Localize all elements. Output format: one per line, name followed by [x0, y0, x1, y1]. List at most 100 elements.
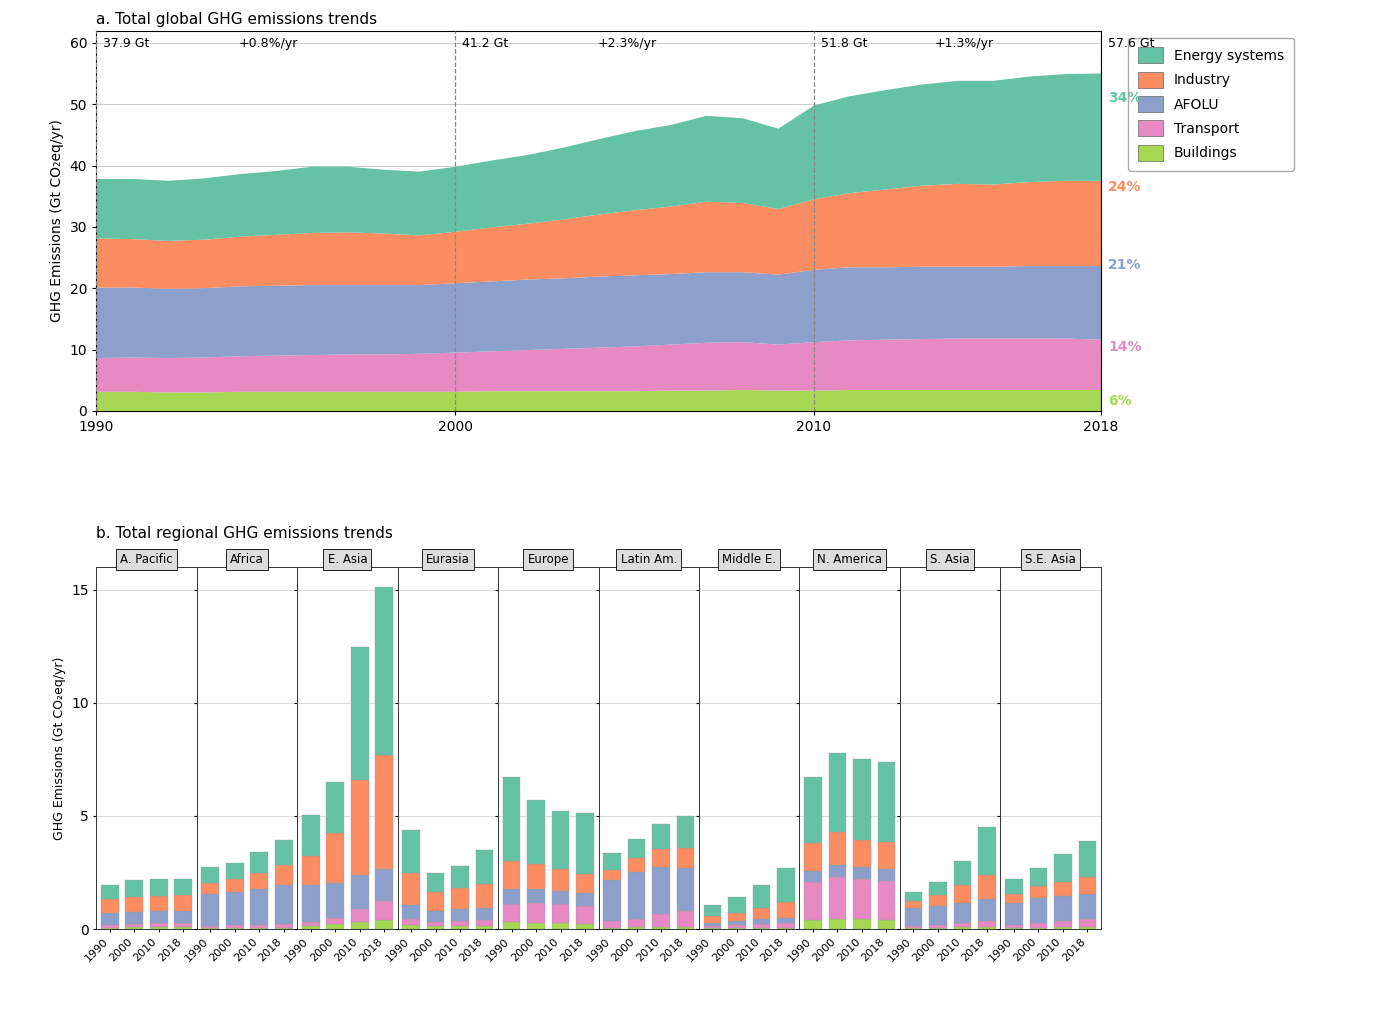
Bar	[250, 888, 268, 925]
Bar	[728, 913, 746, 921]
Bar	[804, 777, 821, 843]
Y-axis label: GHG Emissions (Gt CO₂eq/yr): GHG Emissions (Gt CO₂eq/yr)	[50, 119, 65, 323]
Bar	[777, 868, 795, 902]
Bar	[427, 891, 444, 911]
Bar	[527, 864, 545, 888]
Bar	[828, 877, 846, 919]
Bar	[603, 927, 621, 929]
Bar	[777, 902, 795, 918]
Bar	[326, 924, 344, 929]
Bar	[1029, 927, 1047, 929]
Bar	[753, 919, 771, 924]
Bar	[451, 910, 469, 921]
Bar	[376, 869, 394, 902]
Bar	[828, 832, 846, 865]
Bar	[677, 911, 695, 927]
Bar	[201, 894, 219, 926]
Title: Africa: Africa	[230, 552, 264, 566]
Bar	[804, 843, 821, 871]
Text: +1.3%/yr: +1.3%/yr	[934, 37, 993, 50]
Bar	[175, 879, 193, 895]
Bar	[627, 927, 645, 929]
Bar	[652, 824, 670, 849]
Bar	[904, 909, 922, 926]
Bar	[502, 889, 520, 905]
Text: 57.6 Gt: 57.6 Gt	[1108, 37, 1154, 50]
Bar	[1029, 923, 1047, 927]
Bar	[1004, 928, 1022, 929]
Bar	[828, 752, 846, 832]
Bar	[828, 865, 846, 877]
Legend: Energy systems, Industry, AFOLU, Transport, Buildings: Energy systems, Industry, AFOLU, Transpo…	[1128, 38, 1293, 171]
Bar	[804, 871, 821, 882]
Bar	[577, 906, 594, 924]
Bar	[978, 875, 996, 900]
Bar	[275, 924, 293, 927]
Bar	[777, 927, 795, 929]
Bar	[201, 867, 219, 883]
Bar	[351, 875, 369, 910]
Title: A. Pacific: A. Pacific	[120, 552, 173, 566]
Bar	[878, 920, 896, 929]
Bar	[250, 852, 268, 873]
Bar	[929, 925, 947, 928]
Bar	[703, 917, 721, 923]
Bar	[1079, 841, 1097, 877]
Bar	[476, 920, 494, 926]
Bar	[552, 812, 570, 869]
Bar	[1029, 898, 1047, 923]
Bar	[175, 911, 193, 923]
Bar	[100, 885, 118, 898]
Text: b. Total regional GHG emissions trends: b. Total regional GHG emissions trends	[96, 527, 394, 541]
Bar	[427, 873, 444, 891]
Bar	[100, 898, 118, 913]
Bar	[1029, 868, 1047, 886]
Bar	[226, 928, 244, 929]
Bar	[150, 911, 168, 923]
Bar	[753, 924, 771, 928]
Text: 34%: 34%	[1108, 91, 1141, 105]
Bar	[451, 921, 469, 926]
Bar	[250, 928, 268, 929]
Bar	[201, 883, 219, 894]
Bar	[978, 927, 996, 929]
Bar	[402, 830, 420, 873]
Bar	[1054, 896, 1072, 921]
Text: +0.8%/yr: +0.8%/yr	[239, 37, 299, 50]
Bar	[427, 926, 444, 929]
Bar	[326, 883, 344, 918]
Bar	[175, 895, 193, 911]
Bar	[577, 893, 594, 906]
Bar	[226, 863, 244, 879]
Bar	[978, 921, 996, 927]
Bar	[1004, 879, 1022, 894]
Title: Middle E.: Middle E.	[722, 552, 776, 566]
Text: a. Total global GHG emissions trends: a. Total global GHG emissions trends	[96, 11, 377, 27]
Bar	[451, 866, 469, 888]
Bar	[1054, 882, 1072, 896]
Bar	[728, 928, 746, 929]
Bar	[577, 924, 594, 929]
Bar	[904, 928, 922, 929]
Bar	[552, 904, 570, 923]
Bar	[100, 927, 118, 929]
Bar	[777, 923, 795, 927]
Text: 21%: 21%	[1108, 258, 1142, 272]
Bar	[954, 861, 971, 885]
Text: 37.9 Gt: 37.9 Gt	[103, 37, 150, 50]
Bar	[125, 924, 143, 927]
Bar	[1054, 921, 1072, 927]
Bar	[476, 926, 494, 929]
Bar	[603, 921, 621, 927]
Bar	[878, 762, 896, 841]
Bar	[301, 885, 319, 922]
Bar	[1079, 919, 1097, 927]
Bar	[402, 873, 420, 905]
Bar	[226, 879, 244, 891]
Bar	[777, 918, 795, 923]
Title: E. Asia: E. Asia	[327, 552, 367, 566]
Bar	[853, 867, 871, 879]
Bar	[703, 923, 721, 926]
Bar	[728, 897, 746, 913]
Bar	[326, 782, 344, 833]
